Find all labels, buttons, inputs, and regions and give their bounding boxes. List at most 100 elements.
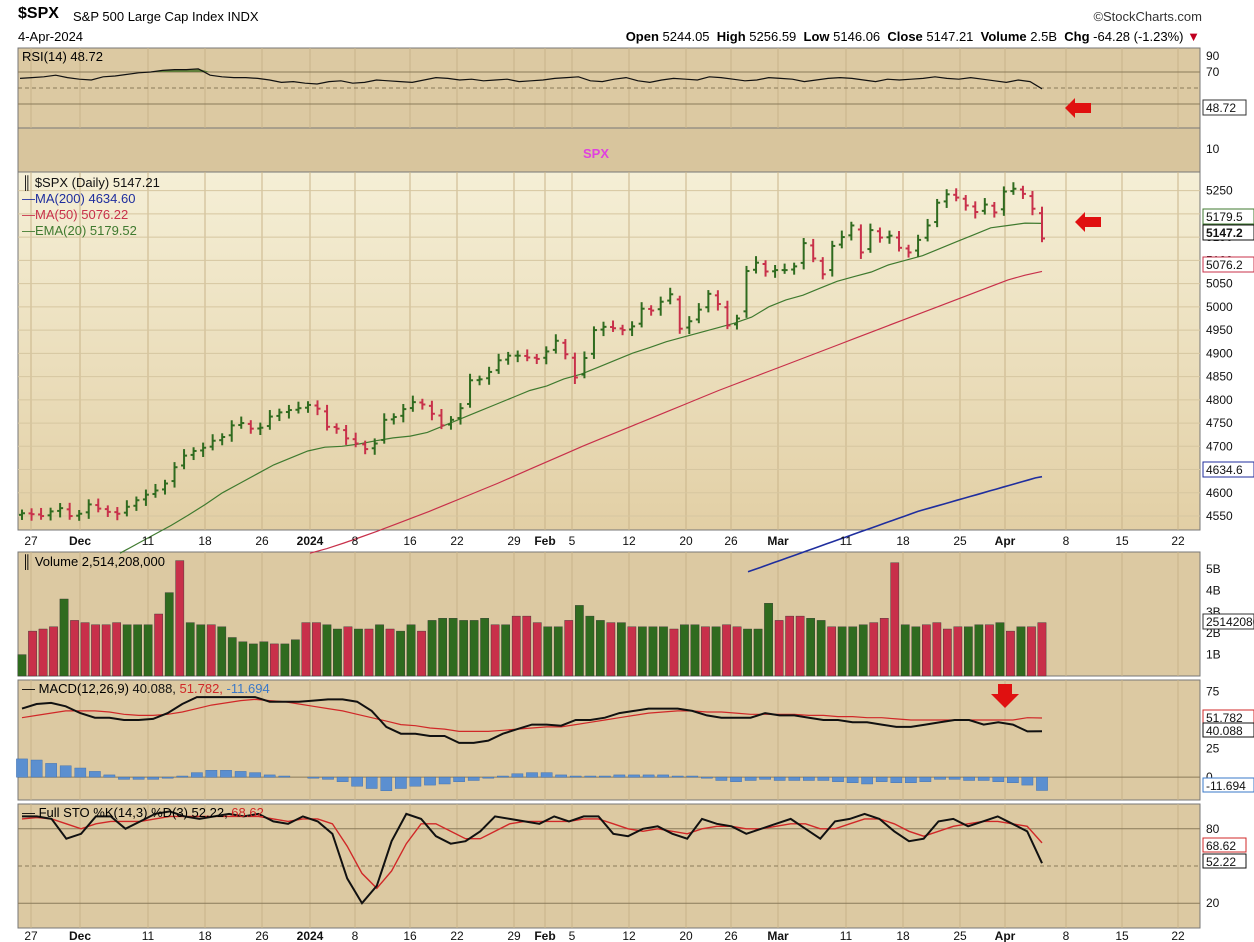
x-tick-label-bottom: Feb bbox=[534, 929, 555, 942]
volume-bar bbox=[743, 628, 752, 677]
x-tick-label-bottom: 11 bbox=[840, 929, 853, 942]
volume-bar bbox=[217, 626, 227, 677]
x-tick-label-bottom: 22 bbox=[1171, 929, 1185, 942]
volume-bar bbox=[91, 624, 100, 677]
macd-histogram-bar bbox=[846, 776, 859, 783]
macd-histogram-bar bbox=[977, 776, 990, 781]
macd-histogram-bar bbox=[773, 776, 786, 781]
x-tick-label: 5 bbox=[569, 534, 576, 548]
volume-bar bbox=[711, 626, 721, 677]
macd-tick-label: 75 bbox=[1206, 684, 1220, 698]
x-tick-label: 26 bbox=[255, 534, 269, 548]
price-value-box bbox=[1202, 461, 1254, 478]
volume-bar bbox=[953, 626, 963, 677]
volume-bar bbox=[238, 641, 248, 677]
price-tick-label: 4700 bbox=[1206, 439, 1233, 453]
volume-bar bbox=[543, 626, 553, 677]
x-tick-label: 22 bbox=[1171, 534, 1185, 548]
x-tick-label: 26 bbox=[724, 534, 738, 548]
macd-histogram-bar bbox=[526, 772, 538, 778]
x-tick-label: 15 bbox=[1115, 534, 1129, 548]
index-name: S&P 500 Large Cap Index bbox=[73, 9, 224, 24]
volume-bar bbox=[1037, 622, 1047, 677]
macd-histogram-bar bbox=[30, 759, 43, 778]
volume-label: Volume bbox=[980, 29, 1027, 44]
price-tick-label: 4750 bbox=[1206, 416, 1233, 430]
sto-k-value: 52.22, bbox=[192, 805, 232, 820]
price-series-label: ║ $SPX (Daily) 5147.21 bbox=[22, 175, 160, 191]
volume-bar bbox=[732, 626, 742, 677]
watermark-text: SPX bbox=[583, 146, 609, 161]
macd-histogram-bar bbox=[74, 767, 87, 778]
macd-value-label: -11.694 bbox=[1206, 779, 1246, 793]
ma50-line bbox=[309, 270, 1043, 554]
volume-bar bbox=[143, 624, 153, 677]
volume-current-box bbox=[1202, 613, 1254, 630]
macd-histogram-bar bbox=[424, 776, 436, 786]
volume-bar bbox=[627, 626, 637, 677]
volume-bar bbox=[575, 605, 584, 677]
macd-signal-value: 51.782, bbox=[180, 681, 227, 696]
price-tick-label: 5000 bbox=[1206, 300, 1233, 314]
volume-bar bbox=[38, 628, 48, 677]
macd-histogram-bar bbox=[351, 776, 363, 787]
volume-bar bbox=[553, 626, 563, 677]
macd-histogram-bar bbox=[453, 776, 465, 782]
x-tick-label: Apr bbox=[995, 534, 1016, 548]
volume-bar bbox=[469, 620, 479, 677]
x-tick-label-bottom: Dec bbox=[69, 929, 91, 942]
volume-bar bbox=[175, 560, 185, 677]
macd-value: 40.088, bbox=[133, 681, 180, 696]
volume-bar bbox=[354, 628, 363, 677]
close-label: Close bbox=[887, 29, 923, 44]
volume-bar bbox=[785, 615, 795, 677]
x-tick-label-bottom: 20 bbox=[679, 929, 693, 942]
macd-histogram-bar bbox=[832, 776, 844, 782]
macd-histogram-bar bbox=[642, 774, 655, 778]
volume-bar bbox=[280, 643, 290, 677]
volume-bar bbox=[343, 626, 353, 677]
volume-bar bbox=[1006, 630, 1015, 677]
macd-histogram-bar bbox=[875, 776, 888, 782]
macd-histogram-bar bbox=[905, 776, 917, 783]
close-value: 5147.21 bbox=[926, 29, 974, 44]
macd-tick-label: 25 bbox=[1206, 742, 1220, 756]
x-tick-label-bottom: 5 bbox=[569, 929, 576, 942]
x-tick-label-bottom: 2024 bbox=[297, 929, 324, 942]
rsi-current-box bbox=[1202, 99, 1247, 116]
macd-histogram-bar bbox=[919, 776, 932, 782]
volume-bar bbox=[112, 622, 122, 677]
price-value-label: 5076.2 bbox=[1206, 258, 1243, 272]
volume-bar bbox=[837, 626, 847, 677]
price-tick-label: 4900 bbox=[1206, 346, 1233, 360]
price-value-label: 5179.5 bbox=[1206, 210, 1243, 224]
macd-histogram-bar bbox=[278, 775, 291, 778]
macd-histogram-bar bbox=[336, 776, 349, 782]
macd-histogram-bar bbox=[89, 771, 101, 778]
ma200-line bbox=[747, 475, 1043, 573]
legend-ema20: —EMA(20) 5179.52 bbox=[22, 223, 137, 238]
volume-bar bbox=[480, 618, 490, 677]
volume-bar bbox=[206, 624, 216, 677]
chg-value: -64.28 (-1.23%) bbox=[1093, 29, 1184, 44]
macd-tick-label: 0 bbox=[1206, 770, 1213, 784]
sto-value-box bbox=[1202, 837, 1247, 853]
rsi-title: RSI(14) 48.72 bbox=[22, 49, 103, 64]
volume-bar bbox=[375, 624, 384, 677]
macd-histogram-bar bbox=[205, 770, 218, 778]
macd-histogram-bar bbox=[103, 774, 116, 778]
volume-bar bbox=[164, 592, 174, 677]
volume-bar bbox=[438, 618, 448, 677]
down-arrow-icon: ▼ bbox=[1187, 29, 1200, 44]
x-tick-label-bottom: 26 bbox=[724, 929, 738, 942]
volume-bar bbox=[322, 624, 332, 677]
rsi-tick-label: 90 bbox=[1206, 49, 1220, 63]
volume-bar bbox=[459, 620, 469, 677]
macd-value-box bbox=[1202, 777, 1254, 793]
brand-logo[interactable]: ©StockCharts.com bbox=[1093, 9, 1202, 24]
volume-bar bbox=[80, 622, 90, 677]
macd-histogram-bar bbox=[234, 771, 247, 778]
volume-bar bbox=[764, 603, 773, 677]
x-tick-label: 11 bbox=[142, 534, 155, 548]
